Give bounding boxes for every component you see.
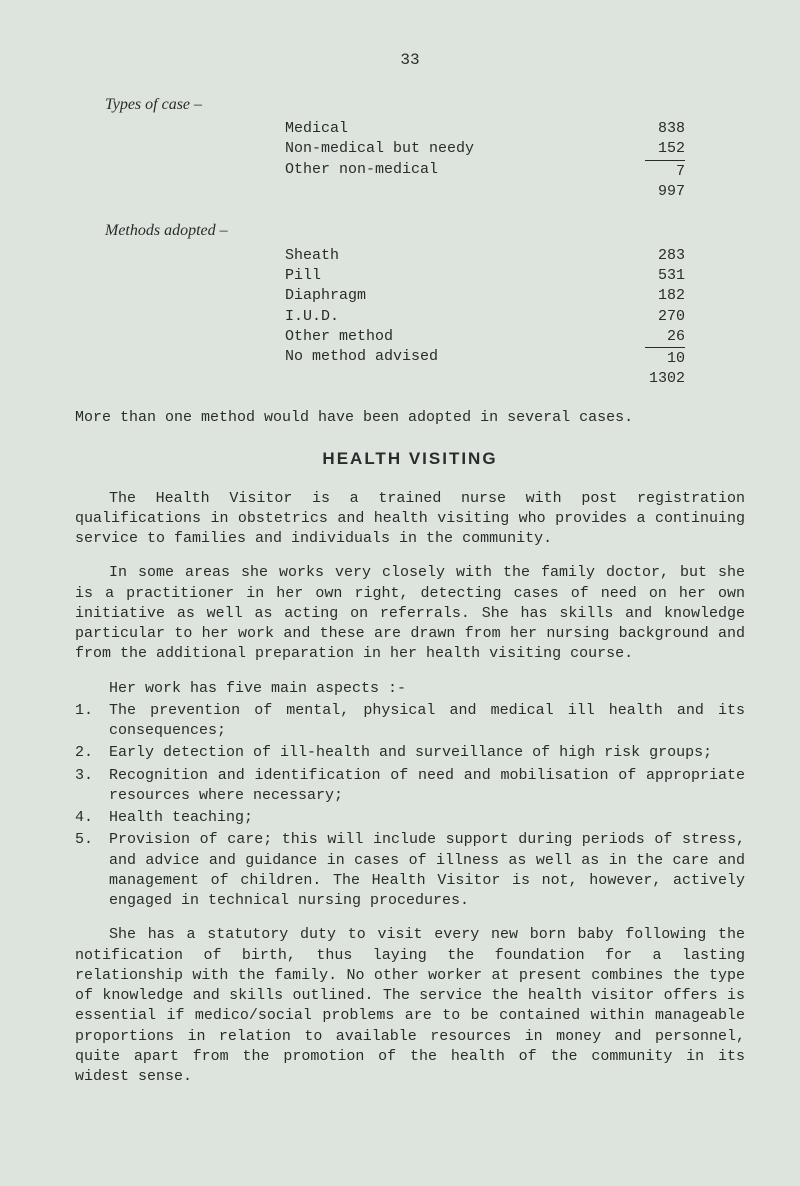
note-paragraph: More than one method would have been ado… <box>75 408 745 428</box>
table-total-row: 997 <box>285 182 685 202</box>
row-label: Sheath <box>285 246 339 266</box>
row-label: Medical <box>285 119 348 139</box>
table-row: Sheath 283 <box>285 246 685 266</box>
list-number: 3. <box>75 766 109 807</box>
row-value: 270 <box>630 307 685 327</box>
table-row: Non-medical but needy 152 <box>285 139 685 159</box>
row-label: Diaphragm <box>285 286 366 306</box>
row-value: 10 <box>630 347 685 369</box>
list-text: Early detection of ill-health and survei… <box>109 743 745 763</box>
row-label: Pill <box>285 266 321 286</box>
list-item: 3. Recognition and identification of nee… <box>75 766 745 807</box>
row-value: 283 <box>630 246 685 266</box>
row-value: 531 <box>630 266 685 286</box>
row-value: 152 <box>630 139 685 159</box>
row-total: 997 <box>630 182 685 202</box>
list-text: Recognition and identification of need a… <box>109 766 745 807</box>
row-total: 1302 <box>630 369 685 389</box>
list-number: 4. <box>75 808 109 828</box>
table-row: Other non-medical 7 <box>285 160 685 182</box>
types-of-case-table: Medical 838 Non-medical but needy 152 Ot… <box>285 119 685 202</box>
methods-adopted-table: Sheath 283 Pill 531 Diaphragm 182 I.U.D.… <box>285 246 685 390</box>
list-intro: Her work has five main aspects :- <box>109 679 745 699</box>
table-row: Diaphragm 182 <box>285 286 685 306</box>
list-item: 1. The prevention of mental, physical an… <box>75 701 745 742</box>
row-label: Other method <box>285 327 393 347</box>
list-number: 5. <box>75 830 109 911</box>
row-value: 838 <box>630 119 685 139</box>
page-number: 33 <box>75 50 745 72</box>
table-total-row: 1302 <box>285 369 685 389</box>
table-row: Other method 26 <box>285 327 685 347</box>
row-label: Non-medical but needy <box>285 139 474 159</box>
section-heading-health-visiting: HEALTH VISITING <box>75 448 745 471</box>
list-item: 4. Health teaching; <box>75 808 745 828</box>
table-row: No method advised 10 <box>285 347 685 369</box>
list-number: 2. <box>75 743 109 763</box>
aspects-list: Her work has five main aspects :- 1. The… <box>75 679 745 912</box>
list-number: 1. <box>75 701 109 742</box>
list-item: 5. Provision of care; this will include … <box>75 830 745 911</box>
closing-paragraph: She has a statutory duty to visit every … <box>75 925 745 1087</box>
body-paragraph: The Health Visitor is a trained nurse wi… <box>75 489 745 550</box>
table-row: Pill 531 <box>285 266 685 286</box>
table-row: Medical 838 <box>285 119 685 139</box>
types-of-case-heading: Types of case – <box>105 94 745 116</box>
list-text: Health teaching; <box>109 808 745 828</box>
row-label: No method advised <box>285 347 438 369</box>
row-label: I.U.D. <box>285 307 339 327</box>
row-label: Other non-medical <box>285 160 438 182</box>
body-paragraph: In some areas she works very closely wit… <box>75 563 745 664</box>
row-value: 26 <box>630 327 685 347</box>
list-item: 2. Early detection of ill-health and sur… <box>75 743 745 763</box>
list-text: Provision of care; this will include sup… <box>109 830 745 911</box>
row-value: 7 <box>630 160 685 182</box>
list-text: The prevention of mental, physical and m… <box>109 701 745 742</box>
document-page: 33 Types of case – Medical 838 Non-medic… <box>0 0 800 1186</box>
row-value: 182 <box>630 286 685 306</box>
methods-adopted-heading: Methods adopted – <box>105 220 745 242</box>
table-row: I.U.D. 270 <box>285 307 685 327</box>
